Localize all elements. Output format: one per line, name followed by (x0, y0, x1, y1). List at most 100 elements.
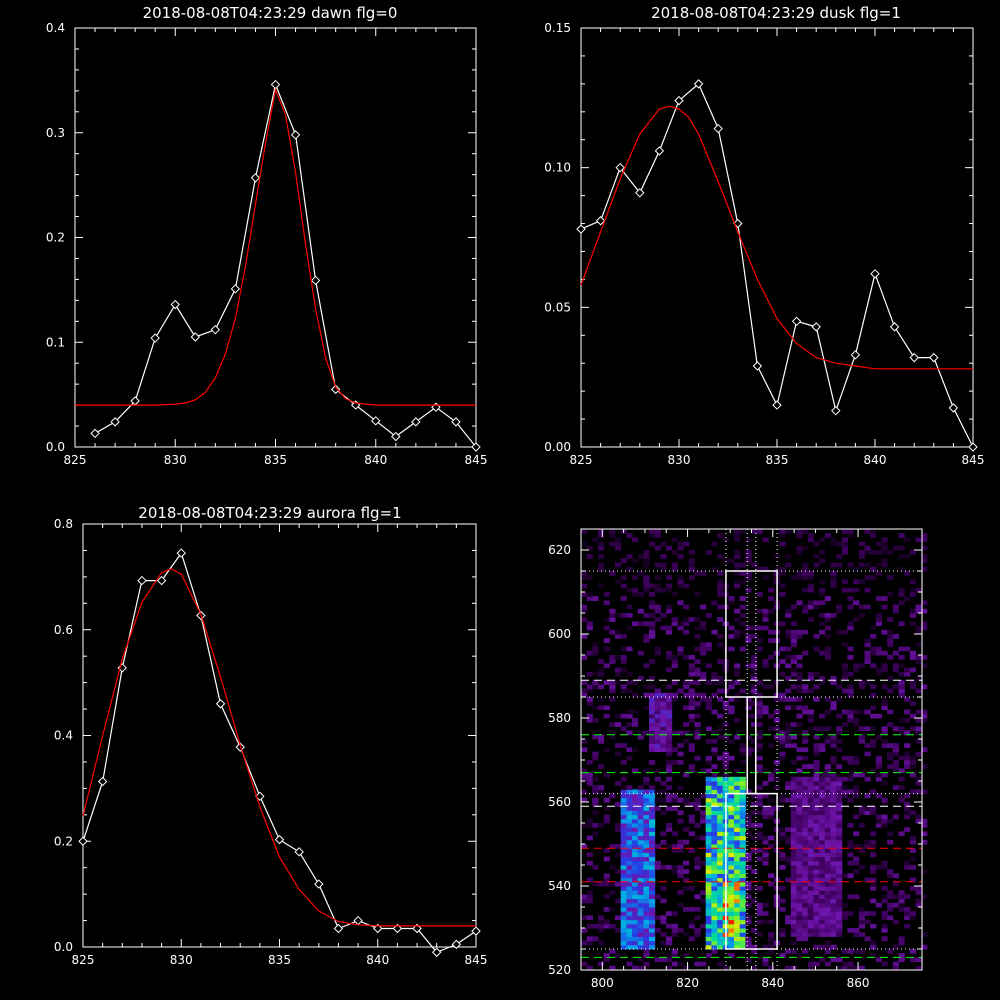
spectrogram-cell (620, 823, 627, 828)
spectrogram-cell (711, 751, 718, 757)
spectrogram-cell (603, 797, 610, 803)
spectrogram-cell (649, 923, 656, 929)
spectrogram-cell (620, 659, 627, 664)
spectrogram-cell (603, 894, 610, 900)
spectrogram-cell (609, 697, 616, 702)
spectrogram-cell (824, 852, 831, 858)
spectrogram-cell (734, 835, 741, 841)
spectrogram-cell (632, 848, 639, 853)
spectrogram-cell (626, 818, 633, 824)
spectrogram-cell (824, 739, 831, 744)
spectrogram-cell (858, 844, 865, 849)
spectrogram-cell (722, 772, 729, 778)
spectrogram-cell (836, 562, 843, 568)
spectrogram-cell (592, 596, 599, 601)
spectrogram-cell (626, 671, 633, 677)
spectrogram-cell (694, 617, 701, 622)
spectrogram-cell (824, 613, 831, 618)
spectrogram-cell (870, 953, 877, 958)
spectrogram-cell (762, 537, 769, 543)
spectrogram-region-box (725, 792, 778, 950)
spectrogram-cell (671, 562, 678, 568)
spectrogram-cell (734, 671, 741, 677)
spectrogram-cell (620, 785, 627, 790)
spectrogram-cell (898, 587, 905, 593)
spectrogram-cell (711, 802, 718, 807)
spectrogram-cell (824, 839, 831, 845)
spectrogram-cell (921, 684, 928, 690)
spectrogram-cell (904, 860, 911, 866)
spectrogram-cell (711, 923, 718, 929)
spectrogram-cell (598, 554, 605, 559)
dusk-data-point (752, 361, 763, 371)
spectrogram-cell (904, 596, 911, 601)
spectrogram-cell (626, 848, 633, 853)
spectrogram-cell (915, 537, 922, 543)
spectrogram-cell (734, 860, 741, 866)
aurora-data-point (333, 923, 344, 934)
spectrogram-cell (592, 797, 599, 803)
spectrogram-cell (785, 860, 792, 866)
spectrogram-cell (637, 621, 644, 627)
spectrogram-cell (632, 940, 639, 946)
spectrogram-cell (660, 541, 667, 547)
spectrogram-cell (632, 789, 639, 795)
spectrogram-cell (734, 793, 741, 799)
spectrogram-cell (711, 848, 718, 853)
spectrogram-cell (853, 965, 860, 971)
spectrogram-cell (739, 890, 746, 895)
spectrogram-cell (785, 797, 792, 803)
spectrogram-cell (819, 844, 826, 849)
spectrogram-cell (756, 835, 763, 841)
spectrogram-cell (649, 848, 656, 853)
spectrogram-cell (796, 907, 803, 912)
spectrogram-cell (592, 537, 599, 543)
spectrogram-cell (739, 902, 746, 908)
spectrogram-cell (728, 907, 735, 912)
spectrogram-cell (694, 634, 701, 639)
spectrogram-cell (921, 533, 928, 538)
spectrogram-cell (734, 944, 741, 950)
spectrogram-cell (649, 684, 656, 690)
spectrogram-cell (870, 663, 877, 669)
spectrogram-cell (734, 667, 741, 673)
spectrogram-cell (853, 587, 860, 593)
spectrogram-cell (796, 797, 803, 803)
spectrogram-cell (705, 919, 712, 925)
spectrogram-cell (666, 936, 673, 942)
spectrogram-cell (881, 772, 888, 778)
spectrogram-cell (688, 764, 695, 769)
spectrogram-cell (915, 818, 922, 824)
spectrogram-cell (768, 873, 775, 879)
spectrogram-cell (813, 856, 820, 862)
spectrogram-cell (921, 537, 928, 543)
aurora-plot: 2018-08-08T04:23:29 aurora flg=1 825 830 8… (54, 504, 488, 967)
spectrogram-cell (717, 579, 724, 585)
spectrogram-cell (824, 856, 831, 862)
spectrogram-cell (603, 923, 610, 929)
spectrogram-cell (660, 718, 667, 723)
spectrogram-cell (734, 928, 741, 933)
spectrogram-cell (790, 928, 797, 933)
spectrogram-cell (756, 768, 763, 774)
spectrogram-cell (586, 894, 593, 900)
spectrogram-cell (728, 839, 735, 845)
spectrogram-cell (586, 772, 593, 778)
spectrogram-cell (705, 881, 712, 887)
spectrogram-cell (853, 844, 860, 849)
spectrogram-cell (586, 760, 593, 765)
spectrogram-cell (836, 554, 843, 559)
spectrogram-cell (581, 583, 588, 589)
spectrogram-cell (807, 533, 814, 538)
spectrogram-cell (598, 529, 605, 534)
dawn-data-point (391, 431, 401, 442)
spectrogram-cell (909, 949, 916, 954)
spectrogram-cell (802, 810, 809, 816)
spectrogram-cell (649, 823, 656, 828)
spectrogram-cell (643, 823, 650, 828)
spectrogram-cell (841, 709, 848, 715)
spectrogram-cell (728, 865, 735, 870)
spectrogram-cell (643, 810, 650, 816)
spectrogram-cell (836, 881, 843, 887)
spectrogram-cell (734, 844, 741, 849)
